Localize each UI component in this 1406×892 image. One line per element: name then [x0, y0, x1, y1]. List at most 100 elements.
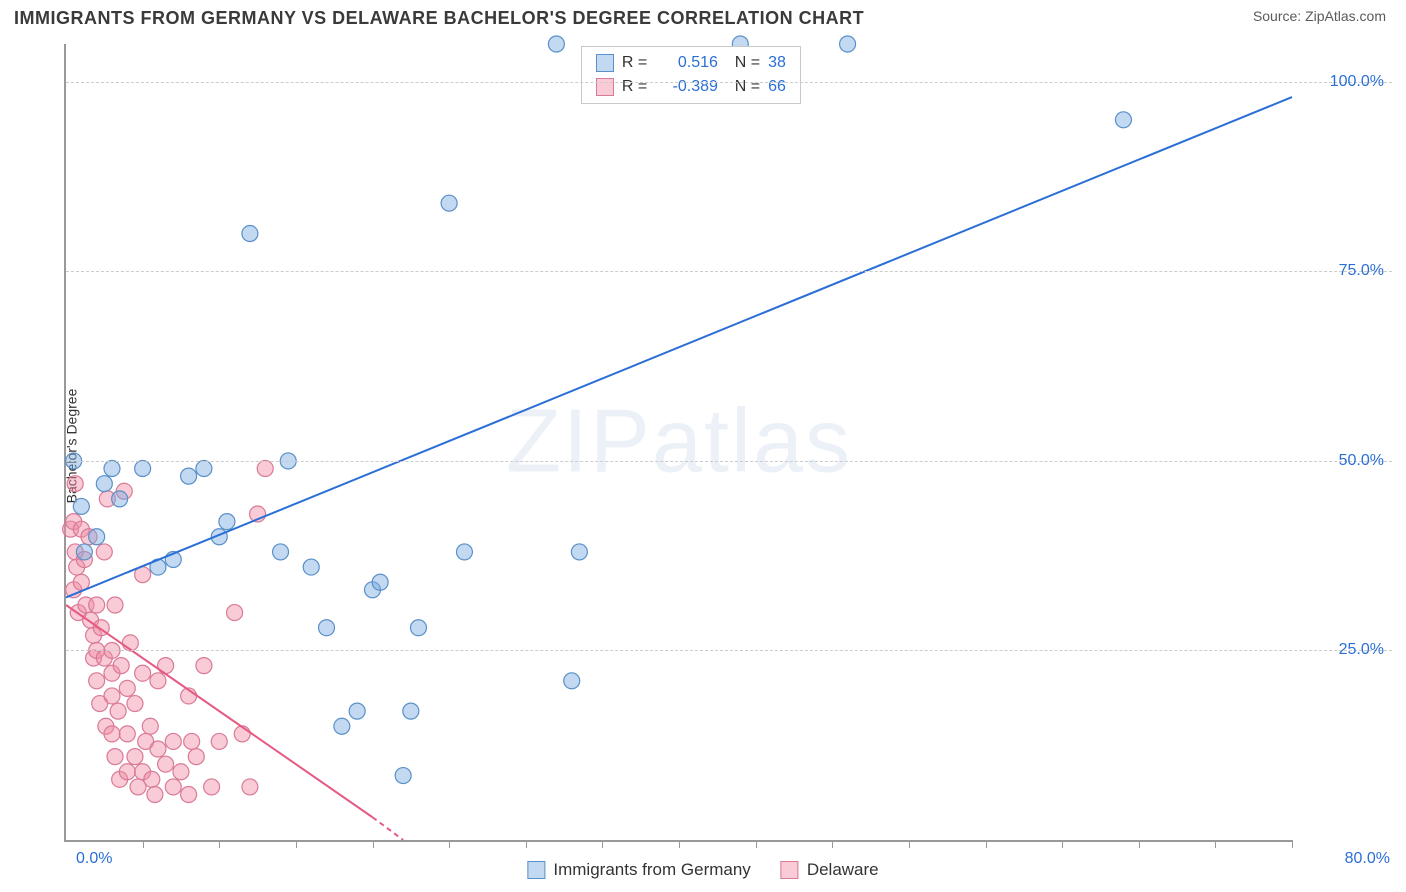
scatter-point — [142, 718, 158, 734]
scatter-point — [89, 529, 105, 545]
scatter-point — [104, 461, 120, 477]
gridline — [66, 650, 1392, 651]
scatter-point — [204, 779, 220, 795]
scatter-point — [242, 779, 258, 795]
scatter-point — [410, 620, 426, 636]
scatter-point — [181, 787, 197, 803]
y-tick-label: 75.0% — [1339, 262, 1384, 280]
r-value: -0.389 — [660, 75, 718, 99]
y-tick-label: 50.0% — [1339, 452, 1384, 470]
legend-swatch-pink — [596, 78, 614, 96]
trend-line — [66, 97, 1292, 597]
x-tick — [219, 840, 220, 848]
scatter-point — [1115, 112, 1131, 128]
scatter-point — [127, 749, 143, 765]
scatter-point — [119, 680, 135, 696]
scatter-point — [113, 658, 129, 674]
r-label: R = — [622, 51, 652, 75]
scatter-point — [184, 733, 200, 749]
legend-label: Immigrants from Germany — [553, 860, 750, 880]
scatter-point — [319, 620, 335, 636]
scatter-point — [564, 673, 580, 689]
scatter-point — [150, 741, 166, 757]
n-label: N = — [726, 75, 760, 99]
plot-svg — [66, 44, 1292, 840]
x-tick — [679, 840, 680, 848]
scatter-point — [395, 768, 411, 784]
plot-area: ZIPatlas R = 0.516 N = 38 R = -0.389 N =… — [64, 44, 1292, 842]
x-tick — [1062, 840, 1063, 848]
x-tick — [449, 840, 450, 848]
scatter-point — [173, 764, 189, 780]
x-min-label: 0.0% — [76, 850, 112, 868]
scatter-point — [196, 658, 212, 674]
n-label: N = — [726, 51, 760, 75]
scatter-point — [273, 544, 289, 560]
scatter-point — [227, 605, 243, 621]
scatter-point — [107, 749, 123, 765]
x-tick — [756, 840, 757, 848]
legend-swatch-pink — [781, 861, 799, 879]
scatter-point — [196, 461, 212, 477]
r-value: 0.516 — [660, 51, 718, 75]
scatter-point — [165, 733, 181, 749]
scatter-point — [112, 491, 128, 507]
scatter-point — [349, 703, 365, 719]
scatter-point — [150, 673, 166, 689]
n-value: 38 — [768, 51, 786, 75]
scatter-point — [571, 544, 587, 560]
chart-header: IMMIGRANTS FROM GERMANY VS DELAWARE BACH… — [0, 0, 1406, 33]
scatter-point — [107, 597, 123, 613]
scatter-point — [96, 544, 112, 560]
x-max-label: 80.0% — [1345, 850, 1390, 868]
x-tick — [1215, 840, 1216, 848]
legend-swatch-blue — [527, 861, 545, 879]
scatter-point — [73, 498, 89, 514]
scatter-point — [119, 764, 135, 780]
scatter-point — [334, 718, 350, 734]
x-tick — [1292, 840, 1293, 848]
scatter-point — [144, 771, 160, 787]
scatter-point — [840, 36, 856, 52]
gridline — [66, 461, 1392, 462]
scatter-point — [76, 544, 92, 560]
scatter-point — [548, 36, 564, 52]
x-tick — [143, 840, 144, 848]
scatter-point — [96, 476, 112, 492]
scatter-point — [89, 597, 105, 613]
x-tick — [296, 840, 297, 848]
y-tick-label: 100.0% — [1330, 73, 1384, 91]
gridline — [66, 271, 1392, 272]
legend-series: Immigrants from Germany Delaware — [527, 860, 878, 880]
scatter-point — [147, 787, 163, 803]
scatter-point — [104, 726, 120, 742]
x-tick — [832, 840, 833, 848]
legend-item-delaware: Delaware — [781, 860, 879, 880]
scatter-point — [165, 779, 181, 795]
chart-container: ZIPatlas R = 0.516 N = 38 R = -0.389 N =… — [48, 44, 1392, 842]
scatter-point — [104, 688, 120, 704]
legend-swatch-blue — [596, 54, 614, 72]
legend-stats-row: R = -0.389 N = 66 — [596, 75, 786, 99]
r-label: R = — [622, 75, 652, 99]
x-tick — [602, 840, 603, 848]
x-tick — [1139, 840, 1140, 848]
scatter-point — [257, 461, 273, 477]
gridline — [66, 82, 1392, 83]
scatter-point — [110, 703, 126, 719]
legend-item-germany: Immigrants from Germany — [527, 860, 750, 880]
scatter-point — [219, 514, 235, 530]
scatter-point — [234, 726, 250, 742]
scatter-point — [242, 226, 258, 242]
scatter-point — [135, 665, 151, 681]
scatter-point — [403, 703, 419, 719]
x-tick — [986, 840, 987, 848]
x-tick — [909, 840, 910, 848]
scatter-point — [188, 749, 204, 765]
scatter-point — [127, 696, 143, 712]
x-tick — [373, 840, 374, 848]
y-tick-label: 25.0% — [1339, 641, 1384, 659]
scatter-point — [456, 544, 472, 560]
scatter-point — [372, 574, 388, 590]
scatter-point — [135, 461, 151, 477]
